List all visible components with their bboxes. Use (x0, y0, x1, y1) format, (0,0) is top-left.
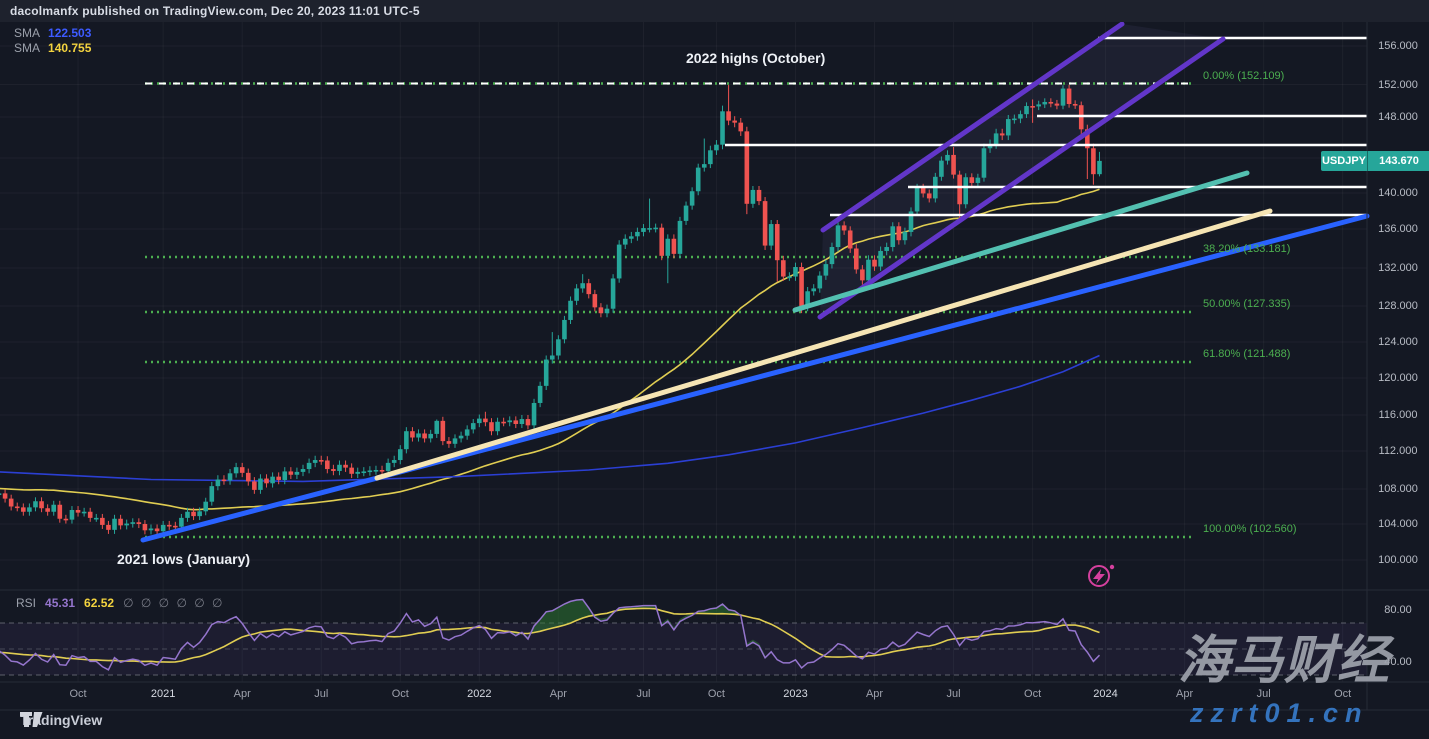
annotation-2021-lows: 2021 lows (January) (117, 551, 251, 567)
drawing-objects (140, 21, 1370, 543)
rsi-empty-values: ∅ ∅ ∅ ∅ ∅ ∅ (123, 596, 225, 610)
rsi-tick-label: 40.00 (1384, 656, 1412, 668)
price-tick-label: 152.000 (1378, 78, 1418, 91)
sma-fast-line (0, 188, 1100, 511)
sma-label: SMA (14, 41, 41, 55)
cream-trendline (374, 208, 1273, 481)
price-tick-label: 104.000 (1378, 518, 1418, 530)
time-tick-month: Jul (946, 688, 961, 700)
tradingview-logo-icon (20, 712, 43, 727)
rsi-overbought-fill (509, 599, 766, 658)
indicator-legend-sma-fast[interactable]: SMA 140.755 (14, 41, 91, 55)
fib-retracement-lines (145, 82, 1195, 539)
time-tick-month: Jul (636, 688, 651, 700)
last-price-badge: USDJPY 143.670 (1321, 151, 1429, 171)
watermark-site: zzrt01.cn (1190, 698, 1369, 728)
price-tick-label: 132.000 (1378, 262, 1418, 274)
time-tick-month: Oct (707, 688, 725, 700)
time-tick-year: 2022 (467, 688, 492, 700)
price-tick-label: 136.000 (1378, 223, 1418, 235)
teal-trendline (792, 170, 1250, 313)
time-tick-month: Oct (1334, 688, 1352, 700)
price-tick-label: 120.000 (1378, 372, 1418, 384)
fib-level-label: 61.80% (121.488) (1203, 348, 1291, 360)
time-tick-month: Oct (69, 688, 87, 700)
time-tick-month: Jul (314, 688, 329, 700)
publish-line: dacolmanfx published on TradingView.com,… (10, 4, 420, 18)
price-tick-label: 108.000 (1378, 483, 1418, 495)
price-tick-label: 140.000 (1378, 187, 1418, 199)
sma-label: SMA (14, 26, 41, 40)
time-tick-month: Oct (391, 688, 409, 700)
channel-lower-line (817, 36, 1226, 320)
rsi-pane (0, 598, 1367, 676)
price-tick-label: 128.000 (1378, 300, 1418, 312)
fib-level-label: 0.00% (152.109) (1203, 69, 1285, 82)
rsi-line (0, 598, 1101, 671)
rsi-ma-line (0, 607, 1100, 663)
price-tick-label: 148.000 (1378, 111, 1418, 123)
price-tick-label: 100.000 (1378, 554, 1418, 566)
tradingview-brand[interactable]: TradingView (20, 712, 102, 728)
fib-level-label: 50.00% (127.335) (1203, 298, 1291, 310)
rsi-value: 45.31 (45, 596, 76, 610)
time-tick-year: 2024 (1093, 688, 1118, 700)
rsi-ma-value: 62.52 (84, 596, 115, 610)
candles (0, 84, 1102, 537)
indicator-legend-sma-slow[interactable]: SMA 122.503 (14, 26, 91, 40)
watermark-cn: 海马财经 (1178, 632, 1391, 690)
price-tick-label: 116.000 (1378, 409, 1418, 421)
channel-upper-line (820, 21, 1125, 233)
price-tick-label: 112.000 (1378, 445, 1418, 457)
sma-fast-value: 140.755 (48, 41, 92, 55)
time-tick-month: Apr (549, 688, 567, 700)
time-tick-year: 2023 (783, 688, 808, 700)
time-tick-month: Jul (1256, 688, 1271, 700)
rsi-tick-label: 80.00 (1384, 604, 1412, 616)
blue-trendline (140, 213, 1370, 543)
sma-slow-line (0, 354, 1100, 483)
time-tick-month: Apr (233, 688, 251, 700)
price-tick-label: 156.000 (1378, 40, 1418, 52)
publish-header: dacolmanfx published on TradingView.com,… (0, 0, 1429, 22)
last-price-value: 143.670 (1368, 151, 1429, 171)
flash-marker (1088, 564, 1115, 587)
sma-slow-value: 122.503 (48, 26, 92, 40)
time-tick-year: 2021 (150, 688, 176, 700)
time-tick-month: Apr (1176, 688, 1194, 700)
fib-level-label: 100.00% (102.560) (1203, 523, 1297, 535)
symbol-label: USDJPY (1321, 151, 1368, 171)
rsi-label: RSI (16, 596, 37, 610)
time-tick-month: Apr (865, 688, 884, 700)
fib-level-label: 38.20% (133.181) (1203, 243, 1291, 255)
price-tick-label: 124.000 (1378, 336, 1418, 348)
annotation-2022-highs: 2022 highs (October) (686, 50, 826, 66)
indicator-legend-rsi[interactable]: RSI 45.31 62.52 ∅ ∅ ∅ ∅ ∅ ∅ (16, 596, 224, 610)
time-tick-month: Oct (1024, 688, 1042, 700)
channel-fill (820, 24, 1223, 317)
